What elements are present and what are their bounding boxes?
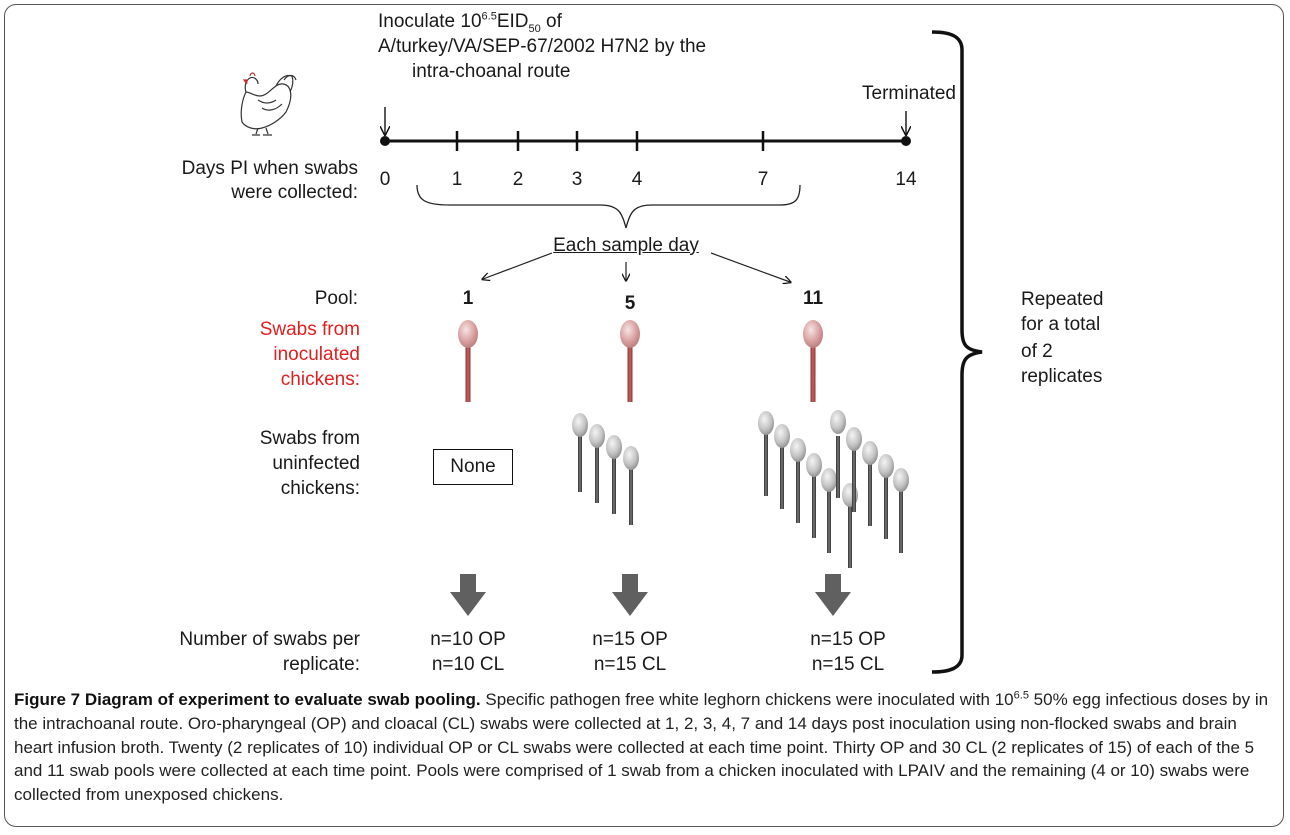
day-label-3: 3 [571, 169, 583, 190]
inoculated-label-line-2: inoculated [273, 344, 360, 365]
pool-1-cl-count: n=10 CL [431, 654, 505, 675]
day-label-1: 1 [451, 169, 463, 190]
pool-1-op-count: n=10 OP [430, 629, 506, 650]
caption-body-1: Specific pathogen free white leghorn chi… [480, 690, 1014, 709]
repeated-line-4: replicates [1021, 366, 1103, 387]
inoculated-swab-pool-11 [803, 320, 823, 402]
timeline [380, 131, 911, 151]
down-arrow-pool-1 [450, 574, 486, 616]
pool-11-cl-count: n=15 CL [811, 654, 885, 675]
day-label-4: 4 [631, 169, 643, 190]
pool-label: Pool: [314, 288, 358, 309]
swabs-per-replicate-label-2: replicate: [282, 654, 360, 675]
terminated-label: Terminated [862, 83, 956, 104]
pool-5-cl-count: n=15 CL [593, 654, 667, 675]
inoculation-line-1: Inoculate 106.5EID50 of [378, 10, 562, 35]
chicken-icon [240, 72, 297, 136]
days-label-line-1: Days PI when swabs [181, 158, 358, 179]
pool-11-op-count: n=15 OP [810, 629, 886, 650]
swabs-per-replicate-label-1: Number of swabs per [179, 629, 360, 650]
pool-5-op-count: n=15 OP [592, 629, 668, 650]
uninfected-label-line-2: uninfected [272, 453, 360, 474]
inoculation-line-2: A/turkey/VA/SEP-67/2002 H7N2 by the [378, 36, 707, 57]
day-label-7: 7 [757, 169, 769, 190]
figure-caption: Figure 7 Diagram of experiment to evalua… [14, 688, 1276, 807]
days-label-line-2: were collected: [231, 182, 358, 203]
uninfected-swabs-pool-5 [572, 413, 639, 525]
repeated-line-2: for a total [1021, 314, 1101, 335]
inoculated-swab-pool-1 [458, 320, 478, 402]
repeated-line-1: Repeated [1021, 289, 1104, 310]
uninfected-swabs-pool-11 [758, 410, 909, 568]
figure-frame [4, 4, 1284, 827]
pool-size-11: 11 [802, 288, 824, 309]
caption-title: Figure 7 Diagram of experiment to evalua… [14, 690, 481, 709]
uninfected-label-line-3: chickens: [280, 478, 360, 499]
day-label-0: 0 [379, 169, 391, 190]
pool-size-5: 5 [624, 293, 636, 314]
caption-exponent: 6.5 [1013, 689, 1029, 702]
uninfected-label-line-1: Swabs from [259, 428, 360, 449]
day-label-14: 14 [895, 169, 917, 190]
days-brace [416, 184, 801, 229]
down-arrows [450, 574, 851, 616]
down-arrow-pool-5 [612, 574, 648, 616]
down-arrow-pool-11 [815, 574, 851, 616]
none-box: None [433, 449, 513, 485]
repeated-line-3: of 2 [1021, 341, 1053, 362]
inoculated-label-line-3: chickens: [280, 369, 360, 390]
day-label-2: 2 [512, 169, 524, 190]
inoculation-line-3: intra-choanal route [412, 61, 571, 82]
inoculated-label-line-1: Swabs from [259, 319, 360, 340]
each-sample-day: Each sample day [553, 235, 699, 256]
caption-body-2: 50% egg infectious doses by in the intra… [14, 690, 1269, 805]
replicates-bracket [931, 30, 983, 674]
inoculated-swab-pool-5 [620, 320, 640, 402]
pool-size-1: 1 [462, 288, 474, 309]
